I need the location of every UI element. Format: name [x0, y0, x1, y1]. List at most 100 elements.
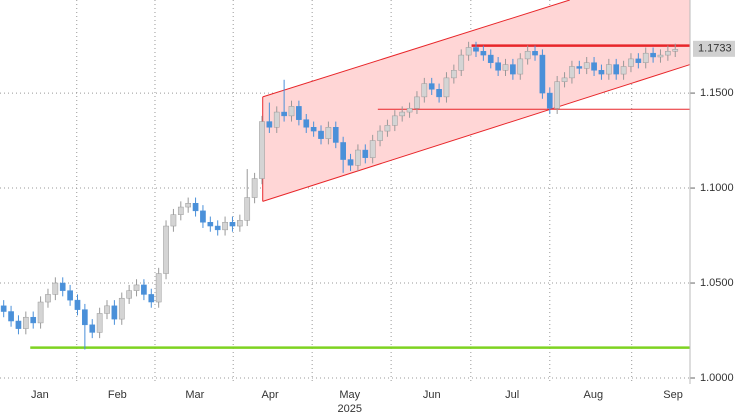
- candle-body: [473, 47, 479, 52]
- x-tick-label: Jan: [31, 389, 49, 401]
- candle-body: [325, 127, 332, 139]
- candle-body: [207, 221, 214, 227]
- candle-body: [22, 316, 29, 329]
- candle-body: [170, 214, 177, 227]
- candle-body: [148, 294, 155, 303]
- y-tick-label: 1.0000: [700, 372, 734, 384]
- candle-body: [96, 313, 103, 333]
- candle-body: [451, 70, 457, 79]
- x-tick-label: Mar: [185, 389, 204, 401]
- candle-body: [362, 149, 369, 158]
- candle-body: [414, 96, 420, 109]
- candle-body: [229, 221, 236, 227]
- candle-body: [605, 64, 612, 75]
- x-tick-label: Aug: [584, 389, 604, 401]
- candle-body: [0, 305, 7, 312]
- candle-body: [37, 301, 44, 324]
- candle-body: [296, 106, 302, 120]
- candle-body: [657, 54, 664, 58]
- candle-body: [141, 284, 147, 295]
- candle-body: [583, 62, 590, 69]
- candles: [0, 41, 679, 350]
- candle-body: [155, 273, 162, 303]
- candle-body: [332, 127, 339, 143]
- candle-body: [118, 297, 125, 320]
- candle-body: [532, 51, 538, 56]
- channel-lower: [262, 64, 691, 202]
- candle-body: [281, 111, 287, 117]
- candle-body: [214, 225, 221, 231]
- x-tick-label: Feb: [108, 389, 127, 401]
- candle-body: [237, 220, 243, 227]
- candle-body: [111, 305, 118, 320]
- x-sublabel: 2025: [338, 403, 362, 415]
- x-tick-label: May: [339, 389, 360, 401]
- candle-body: [200, 210, 206, 223]
- candle-body: [133, 284, 140, 291]
- candle-body: [391, 115, 398, 126]
- x-tick-label: Jul: [505, 389, 519, 401]
- candle-body: [15, 320, 22, 329]
- candle-body: [67, 290, 73, 301]
- axis: 1.0000 1.0500 1.1000 1.1500 Jan Feb Mar Apr May J…: [31, 0, 735, 415]
- candle-body: [569, 66, 575, 79]
- candle-body: [82, 309, 88, 326]
- last-price-label: 1.1733: [698, 43, 732, 55]
- candle-body: [436, 89, 442, 98]
- candle-body: [288, 106, 295, 117]
- candle-body: [347, 159, 354, 166]
- candle-body: [185, 203, 192, 208]
- candle-body: [495, 62, 501, 71]
- candle-body: [576, 66, 583, 69]
- candle-body: [74, 299, 81, 310]
- candle-body: [126, 290, 132, 299]
- y-tick-label: 1.0500: [700, 277, 734, 289]
- candle-body: [665, 51, 671, 56]
- last-price-box: [693, 40, 735, 57]
- candle-body: [546, 92, 553, 109]
- candle-body: [510, 64, 516, 75]
- candle-body: [222, 221, 228, 231]
- candle-body: [399, 111, 406, 117]
- candle-body: [89, 324, 96, 333]
- candle-body: [642, 52, 649, 63]
- candle-body: [428, 83, 435, 90]
- channel-area: [262, 0, 690, 202]
- candle-body: [480, 51, 487, 56]
- candle-body: [613, 64, 620, 75]
- candle-body: [369, 140, 376, 158]
- candle-body: [30, 316, 37, 324]
- candle-body: [620, 66, 627, 75]
- candle-body: [628, 58, 634, 67]
- overlays: [30, 0, 691, 349]
- candle-body: [561, 77, 568, 82]
- candle-body: [340, 142, 346, 160]
- candle-body: [554, 81, 560, 109]
- candle-body: [502, 64, 509, 71]
- y-tick-label: 1.1000: [700, 182, 734, 194]
- candle-body: [318, 130, 324, 139]
- candle-body: [650, 52, 656, 58]
- candle-body: [303, 119, 310, 128]
- candle-body: [598, 70, 605, 75]
- y-tick-label: 1.1500: [700, 87, 734, 99]
- x-tick-label: Sep: [663, 389, 683, 401]
- candle-body: [384, 125, 391, 132]
- candle-body: [355, 149, 361, 166]
- candle-body: [443, 77, 450, 98]
- candle-body: [591, 62, 597, 71]
- channel-upper: [262, 0, 570, 98]
- x-tick-label: Jun: [423, 389, 441, 401]
- candle-body: [177, 206, 184, 215]
- candle-body: [517, 58, 524, 75]
- candle-body: [251, 178, 258, 198]
- candle-body: [487, 54, 494, 63]
- candle-body: [244, 197, 251, 221]
- candle-body: [104, 305, 110, 314]
- candle-body: [45, 294, 51, 303]
- candle-body: [672, 49, 679, 52]
- candle-body: [421, 83, 428, 98]
- candle-body: [163, 225, 169, 274]
- candle-body: [310, 127, 317, 132]
